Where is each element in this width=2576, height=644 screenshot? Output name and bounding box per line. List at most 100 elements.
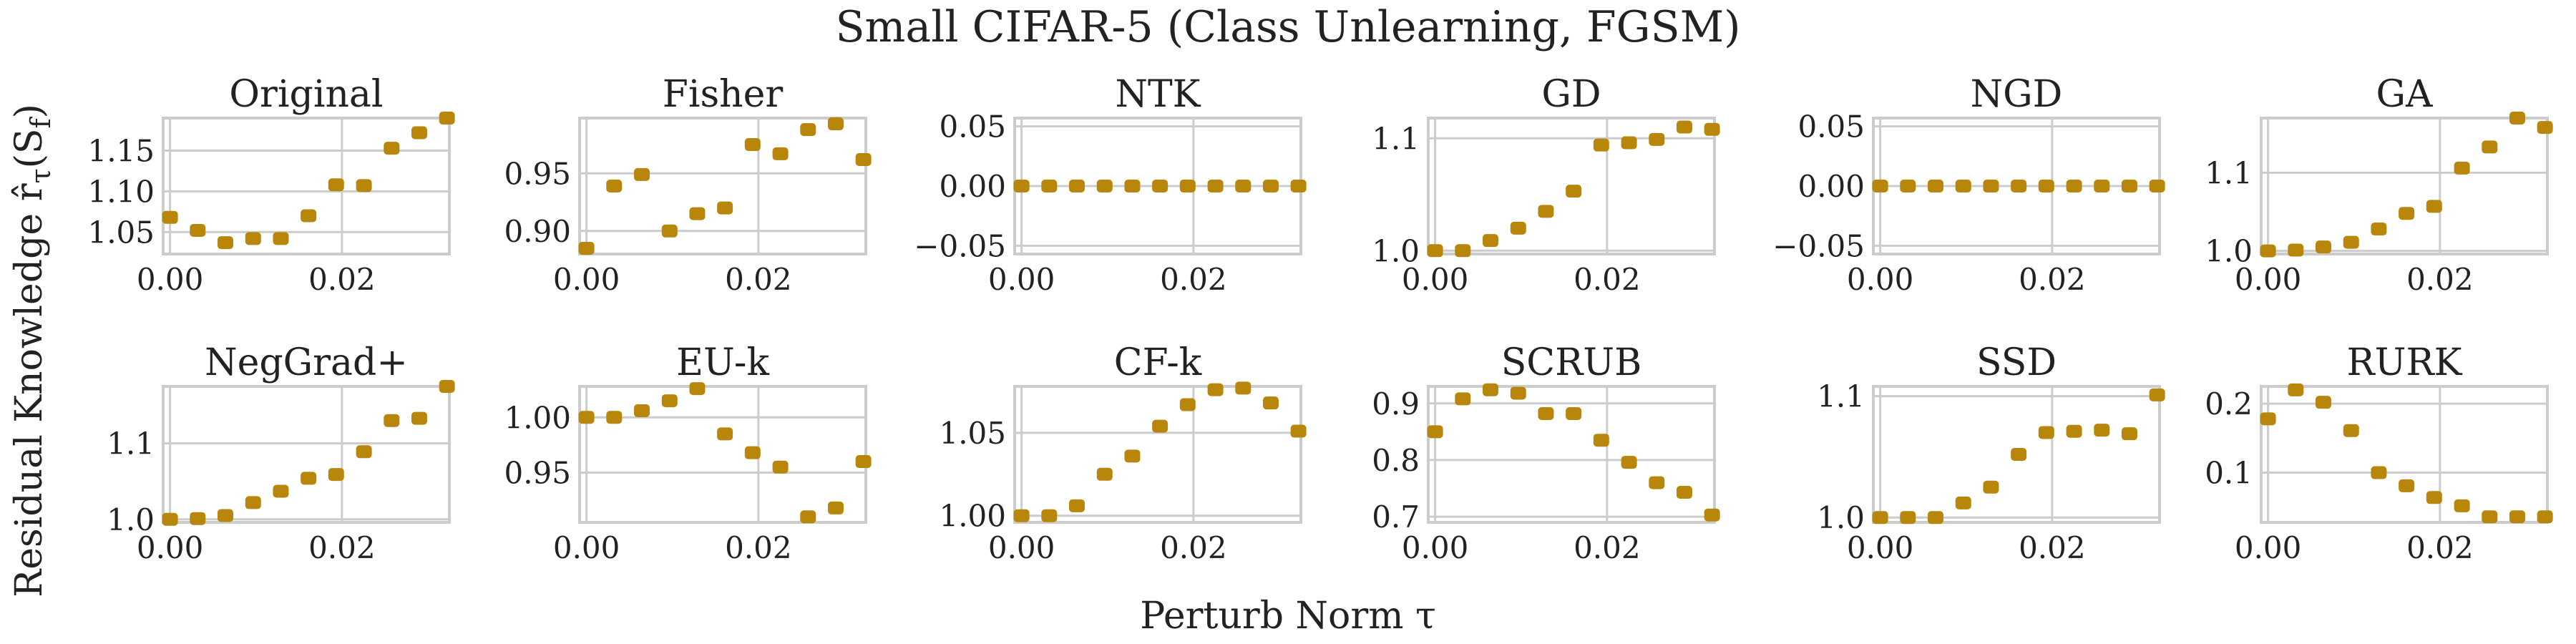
data-point [245, 496, 261, 509]
data-point [1872, 511, 1888, 525]
subplot-title: NTK [1115, 73, 1201, 116]
data-point [855, 455, 872, 469]
data-point [578, 411, 595, 424]
y-tick-label: 1.00 [504, 400, 571, 435]
data-point [2094, 424, 2110, 437]
data-point [1068, 180, 1085, 192]
x-tick-label: 0.02 [725, 530, 792, 565]
data-point [190, 512, 206, 525]
x-tick-label: 0.02 [1574, 262, 1641, 297]
plot-frame [1427, 385, 1716, 524]
x-tick-label: 0.00 [553, 530, 620, 565]
data-point [1096, 180, 1113, 192]
subplot-scrub: SCRUB 0.7 0.8 0.9 0.00 0.02 [1372, 341, 1720, 565]
plot-frame [1872, 385, 2161, 524]
data-point [661, 224, 678, 238]
data-point [2343, 235, 2359, 249]
x-tick-label: 0.02 [2019, 530, 2086, 565]
y-tick-label: 1.0 [2205, 234, 2253, 269]
data-point [1566, 407, 1582, 420]
y-tick-label: −0.05 [914, 228, 1006, 263]
data-point [1482, 383, 1498, 396]
data-point [2260, 244, 2276, 258]
subplot-ntk: NTK−0.050.000.050.00 0.02 [914, 73, 1307, 297]
data-point [1455, 244, 1471, 258]
data-point [2121, 180, 2137, 192]
data-point [1290, 180, 1307, 192]
data-point [1427, 244, 1443, 258]
data-point [1676, 486, 1692, 499]
data-point [1593, 138, 1609, 152]
data-point [2066, 180, 2082, 192]
data-point [2399, 479, 2415, 492]
subplot-cf-k: CF-k 1.00 1.05 0.00 0.02 [939, 341, 1307, 565]
data-point [2315, 240, 2331, 254]
data-point [1927, 511, 1943, 525]
data-point [2371, 466, 2387, 479]
data-point [190, 224, 206, 238]
data-point [2011, 448, 2027, 461]
subplot-neggrad: NegGrad+ 1.0 1.1 0.00 0.02 [107, 341, 455, 565]
data-point [1510, 221, 1526, 235]
data-point [273, 232, 289, 245]
data-point [2482, 140, 2498, 154]
plot-frame [2260, 385, 2549, 524]
y-tick-label: 0.05 [939, 109, 1006, 145]
subplot-title: EU-k [676, 341, 769, 384]
data-point [2343, 424, 2359, 437]
x-tick-label: 0.00 [1402, 530, 1469, 565]
data-point [1955, 496, 1971, 509]
y-tick-label: −0.05 [1772, 228, 1865, 263]
subplot-eu-k: EU-k 0.95 1.00 0.00 0.02 [504, 341, 872, 565]
data-point [1235, 180, 1252, 192]
data-point [717, 201, 733, 215]
data-point [1124, 180, 1141, 192]
y-tick-label: 0.05 [1797, 109, 1865, 145]
data-point [1649, 476, 1665, 489]
data-point [1955, 180, 1971, 192]
y-tick-label: 0.95 [504, 156, 571, 191]
subplot-ssd: SSD 1.0 1.1 0.00 0.02 [1817, 341, 2165, 565]
data-point [2509, 112, 2525, 125]
subplot-title: RURK [2347, 341, 2463, 384]
x-tick-label: 0.02 [308, 262, 376, 297]
y-tick-label: 0.7 [1372, 499, 1420, 535]
data-point [1538, 205, 1554, 218]
data-point [2482, 510, 2498, 524]
data-point [1983, 180, 1999, 192]
y-tick-label: 1.05 [939, 416, 1006, 451]
x-tick-label: 0.00 [1402, 262, 1469, 297]
data-point [606, 411, 623, 424]
y-tick-label: 1.1 [107, 426, 155, 462]
data-point [2011, 180, 2027, 192]
data-point [1041, 509, 1058, 522]
x-tick-label: 0.02 [725, 262, 792, 297]
subplot-fisher: Fisher 0.90 0.95 0.00 0.02 [504, 73, 872, 297]
data-point [1179, 398, 1196, 411]
x-tick-label: 0.02 [2019, 262, 2086, 297]
x-tick-label: 0.00 [988, 530, 1055, 565]
x-tick-label: 0.02 [1574, 530, 1641, 565]
data-point [2038, 180, 2054, 192]
x-tick-label: 0.02 [1160, 262, 1227, 297]
y-tick-label: 0.1 [2205, 456, 2253, 491]
data-point [411, 411, 427, 425]
subplot-title: Fisher [663, 73, 784, 116]
data-point [717, 427, 733, 441]
data-point [1290, 424, 1307, 438]
data-point [356, 445, 372, 459]
data-point [827, 501, 844, 514]
data-point [2038, 426, 2054, 439]
data-point [1900, 180, 1916, 192]
data-point [1704, 122, 1720, 136]
subplot-gd: GD 1.0 1.1 0.00 0.02 [1372, 73, 1720, 297]
data-point [772, 147, 789, 160]
data-point [162, 512, 178, 526]
data-point [1013, 509, 1030, 522]
data-point [827, 117, 844, 131]
data-point [2288, 383, 2304, 396]
y-tick-label: 0.2 [2205, 386, 2253, 421]
y-tick-label: 0.00 [1797, 169, 1865, 204]
data-point [162, 210, 178, 224]
data-point [2399, 207, 2415, 220]
